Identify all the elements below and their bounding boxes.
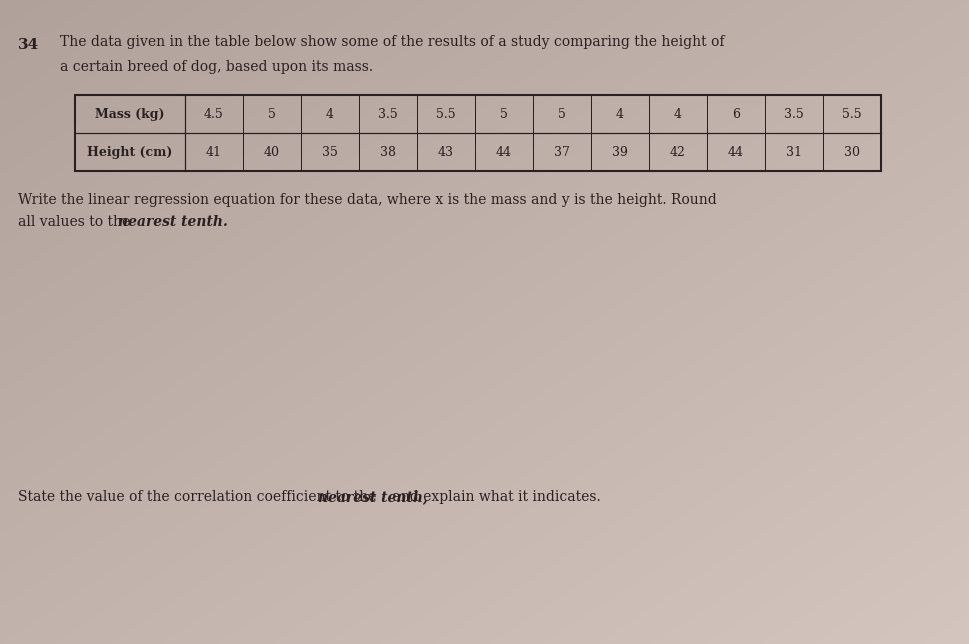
- Text: and explain what it indicates.: and explain what it indicates.: [388, 490, 601, 504]
- Text: 5: 5: [268, 108, 276, 120]
- Text: 44: 44: [496, 146, 512, 158]
- Text: 3.5: 3.5: [378, 108, 398, 120]
- Text: all values to the: all values to the: [18, 215, 135, 229]
- Text: 34: 34: [18, 38, 40, 52]
- Text: 4: 4: [616, 108, 624, 120]
- Text: 5.5: 5.5: [842, 108, 861, 120]
- Text: Mass (kg): Mass (kg): [95, 108, 165, 120]
- Text: 42: 42: [670, 146, 686, 158]
- Text: 31: 31: [786, 146, 802, 158]
- Text: The data given in the table below show some of the results of a study comparing : The data given in the table below show s…: [60, 35, 725, 49]
- Text: 39: 39: [612, 146, 628, 158]
- Bar: [75, 95, 881, 171]
- Text: 5: 5: [558, 108, 566, 120]
- Text: nearest tenth.: nearest tenth.: [118, 215, 228, 229]
- Text: 3.5: 3.5: [784, 108, 804, 120]
- Text: 4: 4: [674, 108, 682, 120]
- Text: 41: 41: [206, 146, 222, 158]
- Text: 40: 40: [264, 146, 280, 158]
- Text: 5: 5: [500, 108, 508, 120]
- Text: 44: 44: [728, 146, 744, 158]
- Text: 43: 43: [438, 146, 454, 158]
- Text: a certain breed of dog, based upon its mass.: a certain breed of dog, based upon its m…: [60, 60, 373, 74]
- Text: Height (cm): Height (cm): [87, 146, 172, 158]
- Text: 38: 38: [380, 146, 396, 158]
- Text: 30: 30: [844, 146, 860, 158]
- Text: 37: 37: [554, 146, 570, 158]
- Text: 5.5: 5.5: [436, 108, 455, 120]
- Text: 4: 4: [326, 108, 334, 120]
- Text: nearest tenth,: nearest tenth,: [318, 490, 427, 504]
- Text: State the value of the correlation coefficient to the: State the value of the correlation coeff…: [18, 490, 381, 504]
- Text: 35: 35: [322, 146, 338, 158]
- Text: Write the linear regression equation for these data, where x is the mass and y i: Write the linear regression equation for…: [18, 193, 717, 207]
- Text: 6: 6: [732, 108, 740, 120]
- Text: 4.5: 4.5: [204, 108, 224, 120]
